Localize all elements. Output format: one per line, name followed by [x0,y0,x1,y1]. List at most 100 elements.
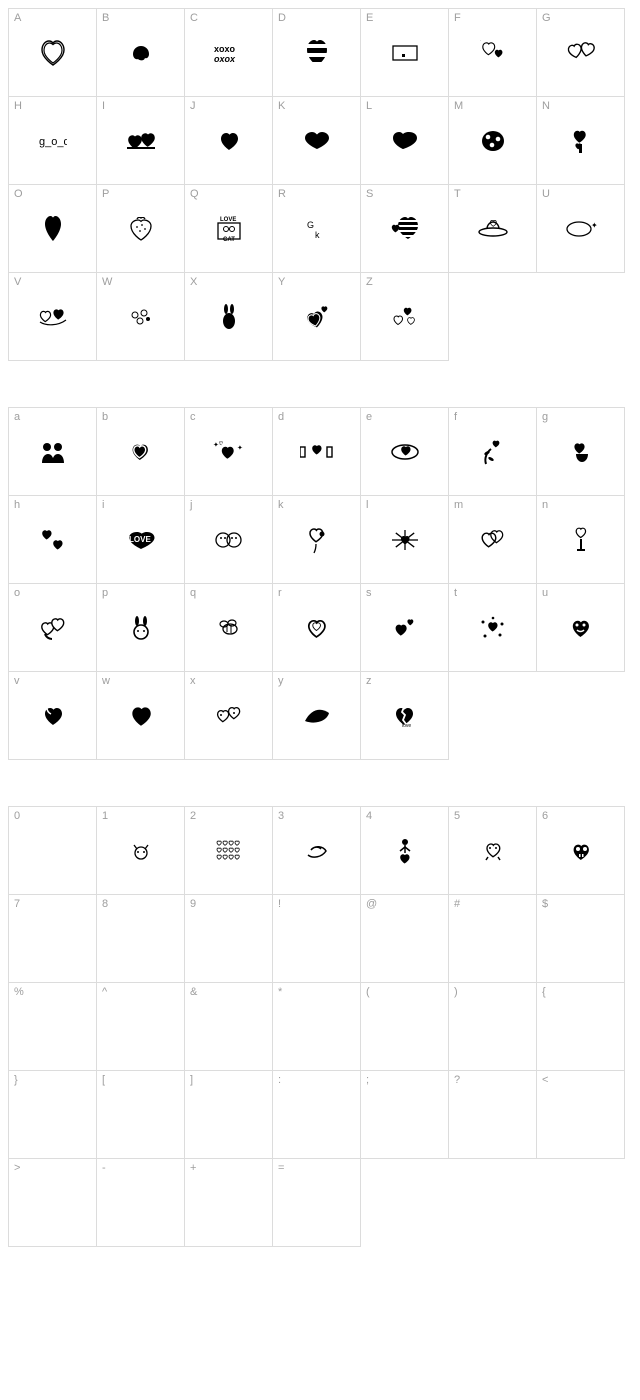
charmap-cell[interactable]: h [9,496,97,584]
glyph-heart-blob-icon [379,121,431,161]
glyph-hearts-outline-overlap-icon [467,520,519,560]
charmap-cell[interactable]: ^ [97,983,185,1071]
charmap-cell[interactable]: < [537,1071,625,1159]
charmap-cell[interactable]: n [537,496,625,584]
charmap-cell[interactable]: T [449,185,537,273]
cell-label: e [366,411,372,423]
charmap-cell[interactable]: s [361,584,449,672]
charmap-cell[interactable]: u [537,584,625,672]
glyph-hearts-outline-pair-icon [555,33,607,73]
charmap-cell[interactable]: t [449,584,537,672]
cell-label: m [454,499,463,511]
charmap-cell[interactable]: y [273,672,361,760]
charmap-cell[interactable]: e [361,408,449,496]
charmap-cell[interactable]: w [97,672,185,760]
charmap-cell[interactable]: H g_o_d [9,97,97,185]
charmap-cell[interactable]: 2 [185,807,273,895]
charmap-cell[interactable]: q [185,584,273,672]
charmap-cell[interactable]: P [97,185,185,273]
charmap-cell[interactable]: C xoxooxox [185,9,273,97]
charmap-cell[interactable]: D [273,9,361,97]
charmap-cell[interactable]: & [185,983,273,1071]
charmap-cell[interactable]: } [9,1071,97,1159]
charmap-cell[interactable]: # [449,895,537,983]
charmap-cell[interactable]: ; [361,1071,449,1159]
charmap-cell[interactable]: $ [537,895,625,983]
glyph-heart-broken-love-icon: love [379,696,431,736]
charmap-cell[interactable]: > [9,1159,97,1247]
charmap-cell[interactable]: ( [361,983,449,1071]
cell-label: r [278,587,282,599]
charmap-cell[interactable]: @ [361,895,449,983]
charmap-cell[interactable]: W [97,273,185,361]
charmap-cell[interactable]: N [537,97,625,185]
charmap-cell[interactable]: R Gk [273,185,361,273]
charmap-cell[interactable]: % [9,983,97,1071]
charmap-cell[interactable]: a [9,408,97,496]
charmap-cell[interactable]: c ✦✦ღ [185,408,273,496]
glyph-empty-icon [379,1095,431,1135]
charmap-cell[interactable]: [ [97,1071,185,1159]
charmap-cell[interactable]: 7 [9,895,97,983]
charmap-cell[interactable]: z love [361,672,449,760]
charmap-cell[interactable]: ] [185,1071,273,1159]
glyph-empty-icon [379,919,431,959]
charmap-cell[interactable]: 8 [97,895,185,983]
charmap-cell[interactable]: B [97,9,185,97]
cell-label: A [14,12,21,24]
cell-label: @ [366,898,377,910]
charmap-cell[interactable]: p [97,584,185,672]
glyph-face-qod-icon: g_o_d [27,121,79,161]
charmap-cell[interactable]: I [97,97,185,185]
charmap-cell[interactable]: F [449,9,537,97]
charmap-cell[interactable]: E [361,9,449,97]
charmap-cell[interactable]: G [537,9,625,97]
cell-label: J [190,100,196,112]
svg-text:G: G [307,220,314,230]
charmap-cell[interactable]: o [9,584,97,672]
glyph-hearts-swirl-icon [27,297,79,337]
charmap-cell[interactable]: : [273,1071,361,1159]
charmap-cell[interactable]: ) [449,983,537,1071]
charmap-cell[interactable]: U ✦ [537,185,625,273]
charmap-cell[interactable]: 0 [9,807,97,895]
charmap-cell[interactable]: K [273,97,361,185]
charmap-cell[interactable]: X [185,273,273,361]
charmap-cell[interactable]: i LOVE [97,496,185,584]
charmap-cell[interactable]: 4 [361,807,449,895]
charmap-cell[interactable]: * [273,983,361,1071]
charmap-cell[interactable]: L [361,97,449,185]
charmap-cell[interactable]: v [9,672,97,760]
charmap-cell[interactable]: 6 [537,807,625,895]
charmap-cell[interactable]: + [185,1159,273,1247]
charmap-cell[interactable]: = [273,1159,361,1247]
charmap-cell[interactable]: - [97,1159,185,1247]
cell-label: H [14,100,22,112]
charmap-cell[interactable]: ! [273,895,361,983]
charmap-cell[interactable]: 3 [273,807,361,895]
charmap-cell[interactable]: x [185,672,273,760]
charmap-cell[interactable]: O [9,185,97,273]
charmap-cell[interactable]: 1 [97,807,185,895]
charmap-cell[interactable]: Y [273,273,361,361]
charmap-cell[interactable]: j [185,496,273,584]
charmap-cell[interactable]: b [97,408,185,496]
charmap-cell[interactable]: A [9,9,97,97]
charmap-cell[interactable]: M [449,97,537,185]
charmap-cell[interactable]: S [361,185,449,273]
charmap-cell[interactable]: Q LOVECAT [185,185,273,273]
charmap-cell[interactable]: J [185,97,273,185]
charmap-cell[interactable]: r [273,584,361,672]
charmap-cell[interactable]: g [537,408,625,496]
charmap-cell[interactable]: { [537,983,625,1071]
charmap-cell[interactable]: l [361,496,449,584]
charmap-cell[interactable]: 9 [185,895,273,983]
charmap-cell[interactable]: m [449,496,537,584]
charmap-cell[interactable]: Z [361,273,449,361]
charmap-cell[interactable]: ? [449,1071,537,1159]
charmap-cell[interactable]: k [273,496,361,584]
charmap-cell[interactable]: f [449,408,537,496]
charmap-cell[interactable]: V [9,273,97,361]
charmap-cell[interactable]: 5 [449,807,537,895]
charmap-cell[interactable]: d [273,408,361,496]
